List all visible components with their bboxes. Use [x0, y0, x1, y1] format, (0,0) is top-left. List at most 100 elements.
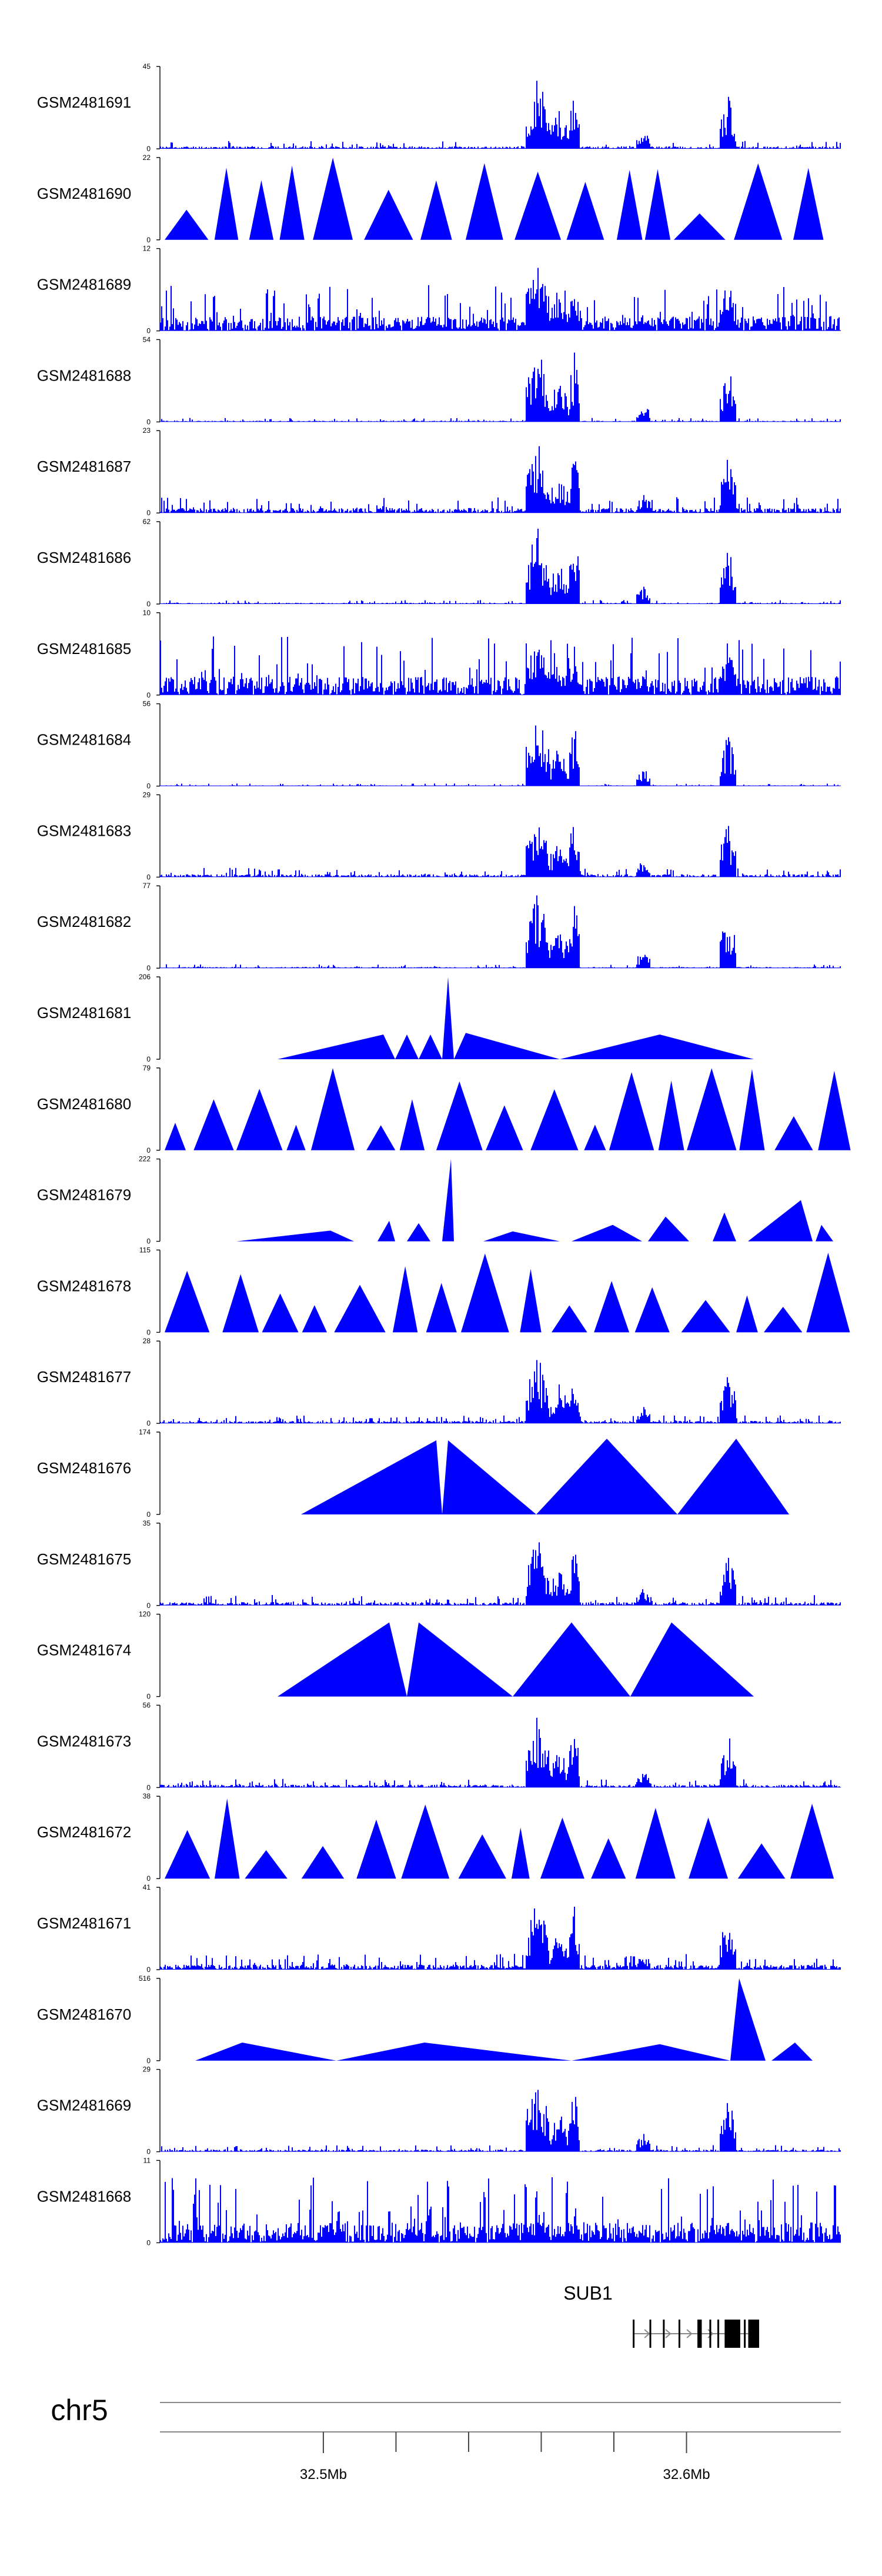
- track-label: GSM2481671: [37, 1914, 131, 1932]
- y-min-label: 0: [146, 1601, 151, 1610]
- track-label: GSM2481670: [37, 2006, 131, 2023]
- y-max-label: 62: [143, 518, 151, 526]
- track-GSM2481675: GSM2481675 35 0: [37, 1519, 841, 1610]
- y-min-label: 0: [146, 873, 151, 881]
- signal-triangles: [278, 1622, 754, 1697]
- strand-arrow: [686, 2329, 693, 2338]
- y-min-label: 0: [146, 1237, 151, 1246]
- track-GSM2481678: GSM2481678 115 0: [37, 1246, 850, 1336]
- track-GSM2481690: GSM2481690 22 0: [37, 154, 824, 244]
- gene-exon: [697, 2320, 702, 2348]
- y-min-label: 0: [146, 1419, 151, 1427]
- strand-arrow: [665, 2329, 671, 2338]
- y-min-label: 0: [146, 964, 151, 972]
- y-min-label: 0: [146, 782, 151, 790]
- genome-coordinate-axis: 32.5Mb 32.6Mb: [300, 2432, 710, 2482]
- gene-annotation: SUB1: [563, 2283, 760, 2348]
- track-GSM2481685: GSM2481685 10 0: [37, 609, 841, 699]
- y-min-label: 0: [146, 2057, 151, 2065]
- track-label: GSM2481690: [37, 185, 131, 202]
- track-GSM2481673: GSM2481673 56 0: [37, 1701, 841, 1791]
- track-GSM2481669: GSM2481669 29 0: [37, 2066, 841, 2156]
- y-max-label: 12: [143, 245, 151, 253]
- chromosome-label: chr5: [51, 2394, 108, 2427]
- signal-bars: [160, 1717, 841, 1788]
- signal-bars: [160, 81, 841, 149]
- y-min-label: 0: [146, 691, 151, 699]
- y-min-label: 0: [146, 600, 151, 608]
- gene-exon: [678, 2320, 680, 2348]
- y-max-label: 120: [139, 1610, 151, 1619]
- signal-bars: [160, 268, 841, 331]
- y-min-label: 0: [146, 509, 151, 517]
- signal-bars: [160, 2090, 841, 2152]
- strand-arrow: [644, 2329, 650, 2338]
- y-max-label: 41: [143, 1883, 151, 1891]
- track-label: GSM2481676: [37, 1459, 131, 1477]
- coordinate-tick-label: 32.6Mb: [663, 2467, 710, 2482]
- signal-bars: [160, 1360, 841, 1424]
- signal-bars: [160, 1907, 841, 1970]
- y-min-label: 0: [146, 327, 151, 335]
- track-GSM2481670: GSM2481670 516 0: [37, 1974, 813, 2065]
- track-GSM2481683: GSM2481683 29 0: [37, 790, 841, 881]
- signal-bars: [160, 446, 841, 513]
- track-GSM2481681: GSM2481681 206 0: [37, 973, 754, 1063]
- signal-bars: [160, 826, 841, 877]
- y-min-label: 0: [146, 236, 151, 244]
- y-max-label: 56: [143, 700, 151, 708]
- y-max-label: 29: [143, 2066, 151, 2074]
- track-GSM2481686: GSM2481686 62 0: [37, 518, 841, 608]
- y-max-label: 35: [143, 1519, 151, 1527]
- tracks-layer: GSM2481691450GSM2481690220GSM2481689120G…: [37, 62, 851, 2247]
- signal-bars: [160, 352, 841, 422]
- track-label: GSM2481683: [37, 822, 131, 839]
- track-GSM2481688: GSM2481688 54 0: [37, 335, 841, 426]
- signal-bars: [160, 1542, 841, 1606]
- track-GSM2481682: GSM2481682 77 0: [37, 882, 841, 972]
- y-min-label: 0: [146, 418, 151, 426]
- gene-exon: [633, 2320, 635, 2348]
- track-label: GSM2481678: [37, 1277, 131, 1294]
- y-min-label: 0: [146, 1966, 151, 1974]
- track-label: GSM2481680: [37, 1095, 131, 1113]
- y-min-label: 0: [146, 2238, 151, 2247]
- track-GSM2481689: GSM2481689 12 0: [37, 245, 841, 335]
- track-label: GSM2481669: [37, 2097, 131, 2114]
- track-GSM2481684: GSM2481684 56 0: [37, 700, 841, 790]
- y-min-label: 0: [146, 1146, 151, 1154]
- track-label: GSM2481677: [37, 1368, 131, 1386]
- y-max-label: 45: [143, 62, 151, 71]
- y-max-label: 174: [139, 1428, 151, 1436]
- track-label: GSM2481668: [37, 2187, 131, 2205]
- gene-label-sub1: SUB1: [563, 2283, 613, 2304]
- signal-triangles: [195, 1978, 813, 2061]
- signal-bars: [160, 895, 841, 969]
- track-label: GSM2481684: [37, 731, 131, 749]
- y-min-label: 0: [146, 1783, 151, 1791]
- signal-triangles: [278, 977, 754, 1059]
- coordinate-tick-label: 32.5Mb: [300, 2467, 347, 2482]
- gene-exon: [709, 2320, 711, 2348]
- gene-exon: [717, 2320, 720, 2348]
- track-GSM2481691: GSM2481691 45 0: [37, 62, 841, 153]
- track-label: GSM2481682: [37, 913, 131, 930]
- y-max-label: 11: [143, 2156, 151, 2164]
- gene-exon: [748, 2320, 760, 2348]
- signal-bars: [160, 2177, 841, 2243]
- signal-bars: [160, 528, 841, 604]
- y-max-label: 22: [143, 154, 151, 162]
- track-label: GSM2481679: [37, 1186, 131, 1204]
- track-label: GSM2481691: [37, 94, 131, 111]
- y-min-label: 0: [146, 1510, 151, 1519]
- y-max-label: 222: [139, 1155, 151, 1163]
- track-GSM2481687: GSM2481687 23 0: [37, 426, 841, 517]
- y-max-label: 115: [139, 1246, 151, 1254]
- signal-triangles: [236, 1159, 833, 1242]
- chromosome-ideogram: chr5: [51, 2394, 841, 2432]
- track-label: GSM2481689: [37, 276, 131, 293]
- track-label: GSM2481681: [37, 1004, 131, 1022]
- track-label: GSM2481675: [37, 1550, 131, 1568]
- gene-exon: [649, 2320, 652, 2348]
